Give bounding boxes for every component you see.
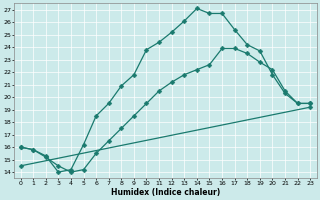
X-axis label: Humidex (Indice chaleur): Humidex (Indice chaleur): [111, 188, 220, 197]
